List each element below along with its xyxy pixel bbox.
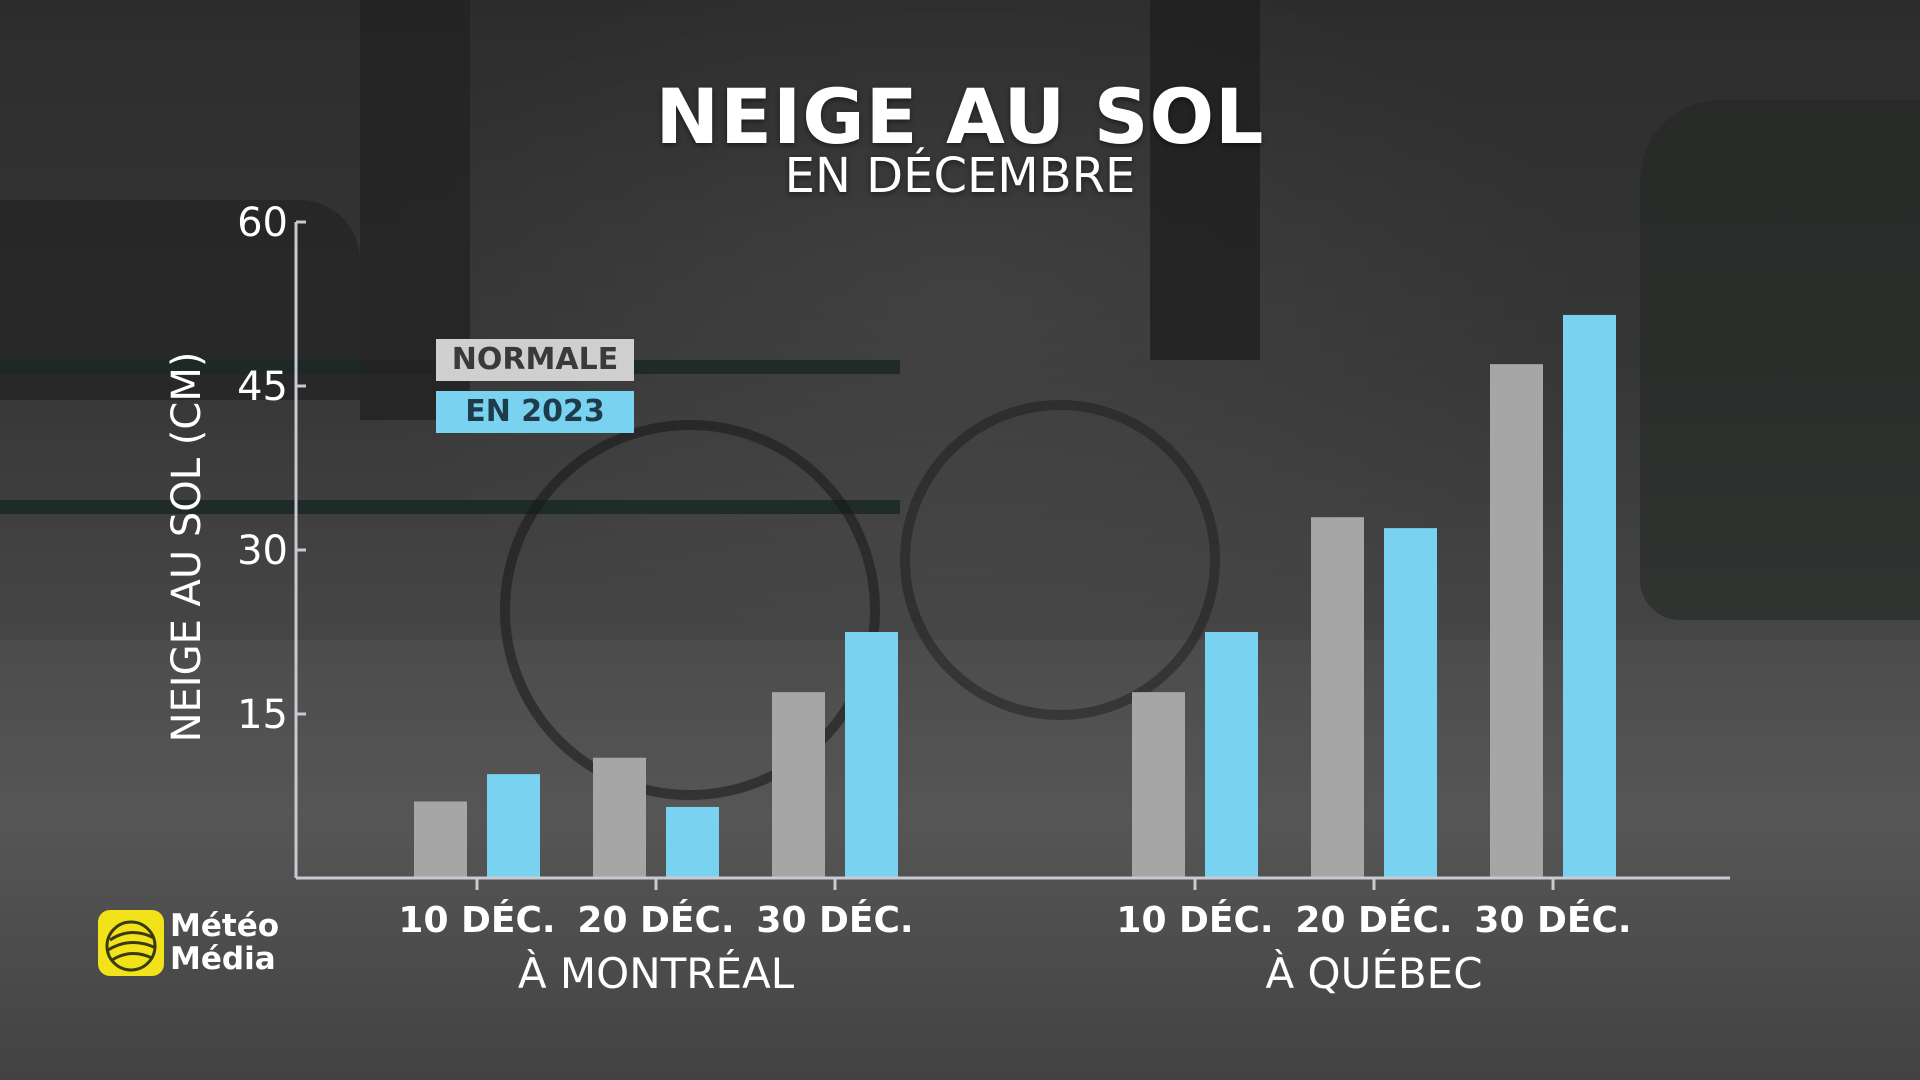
group-label: À MONTRÉAL — [518, 948, 795, 998]
bar-normale — [1132, 692, 1185, 878]
x-tick-label: 10 DÉC. — [398, 899, 555, 941]
x-tick-label: 30 DÉC. — [756, 899, 913, 941]
group-label: À QUÉBEC — [1265, 948, 1482, 998]
y-tick-label: 45 — [237, 364, 288, 410]
bar-en-2023 — [666, 806, 719, 878]
bar-en-2023 — [1563, 314, 1616, 878]
bar-en-2023 — [1384, 528, 1437, 878]
bar-normale — [593, 757, 646, 878]
x-tick-label: 10 DÉC. — [1116, 899, 1273, 941]
meteomedia-globe-icon — [98, 910, 164, 976]
logo-line-1: Météo — [170, 908, 280, 944]
x-tick-label: 20 DÉC. — [1295, 899, 1452, 941]
bar-normale — [1311, 517, 1364, 878]
x-tick-label: 20 DÉC. — [577, 899, 734, 941]
bar-normale — [772, 692, 825, 878]
bar-en-2023 — [845, 632, 898, 878]
y-tick-label: 15 — [237, 692, 288, 738]
meteomedia-wordmark: Météo Média — [170, 910, 279, 976]
y-tick-label: 60 — [237, 200, 288, 246]
chart-subtitle: EN DÉCEMBRE — [784, 148, 1136, 204]
logo-line-2: Média — [170, 941, 276, 977]
x-tick-label: 30 DÉC. — [1474, 899, 1631, 941]
bar-normale — [1490, 364, 1543, 879]
y-tick-label: 30 — [237, 528, 288, 574]
bar-en-2023 — [1205, 632, 1258, 878]
legend-en-2023: EN 2023 — [436, 391, 634, 433]
meteomedia-logo: Météo Média — [98, 910, 288, 982]
bar-en-2023 — [487, 774, 540, 878]
y-axis-label: NEIGE AU SOL (CM) — [164, 352, 210, 743]
legend-normale: NORMALE — [436, 339, 634, 381]
chart-title: NEIGE AU SOL — [655, 72, 1265, 161]
bar-normale — [414, 801, 467, 878]
